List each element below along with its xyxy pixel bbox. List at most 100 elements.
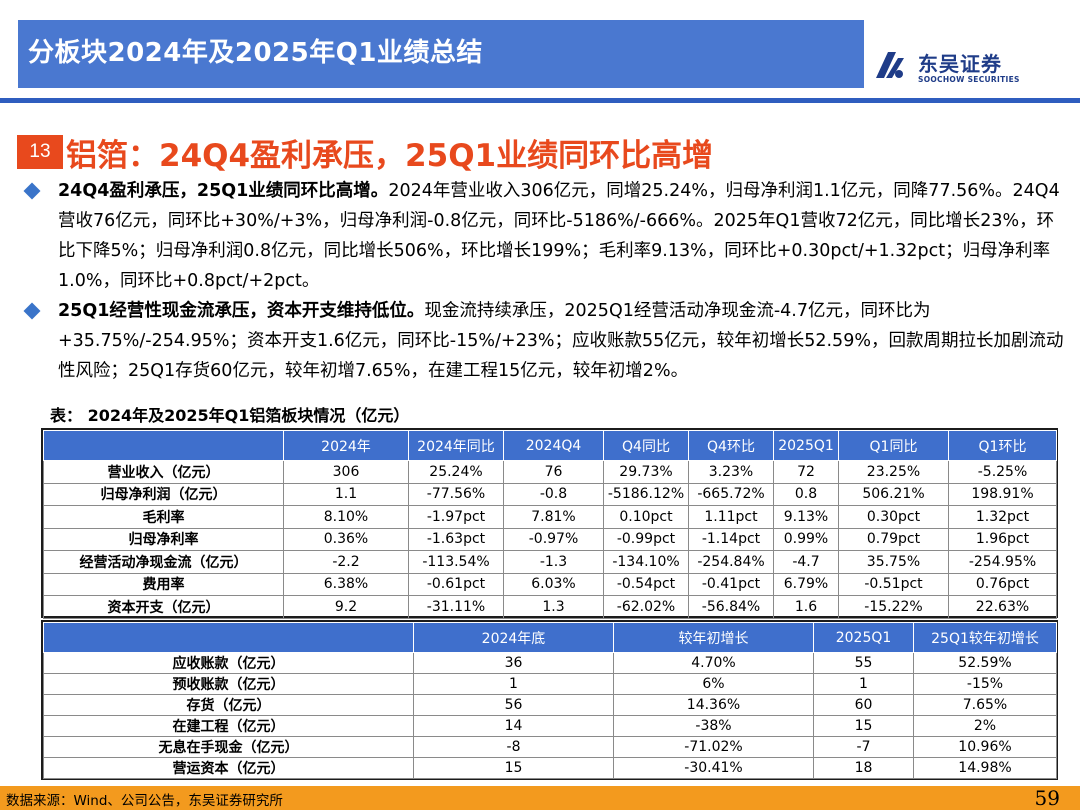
- table-cell: 6%: [613, 673, 814, 695]
- table2-row: 预收账款（亿元） 1 6% 1 -15%: [43, 673, 1057, 695]
- table-cell: -254.84%: [688, 550, 774, 574]
- table1-header-row: 2024年 2024年同比 2024Q4 Q4同比 Q4环比 2025Q1 Q1…: [43, 430, 1057, 461]
- table-cell: 0.36%: [283, 527, 409, 551]
- table2-row: 应收账款（亿元） 36 4.70% 55 52.59%: [43, 652, 1057, 674]
- table1-row: 资本开支（亿元） 9.2 -31.11% 1.3 -62.02% -56.84% 1.6 -1…: [43, 595, 1057, 619]
- table-cell: 6.79%: [773, 572, 839, 596]
- table-cell: 15: [413, 757, 614, 779]
- table-cell: 52.59%: [913, 652, 1057, 674]
- table-cell: 9.13%: [773, 505, 839, 529]
- table-cell: 76: [503, 460, 604, 484]
- table1-row: 营业收入（亿元） 306 25.24% 76 29.73% 3.23% 72 23.25% -5…: [43, 460, 1057, 484]
- table2-header-cell: [43, 622, 414, 653]
- page-title: 分板块2024年及2025年Q1业绩总结: [28, 38, 483, 68]
- table-cell: 2%: [913, 715, 1057, 737]
- table-cell: -1.14pct: [688, 527, 774, 551]
- table-cell: 0.76pct: [948, 572, 1057, 596]
- table1-header-cell: 2025Q1: [773, 430, 839, 461]
- balance-table: 2024年底 较年初增长 2025Q1 25Q1较年初增长 应收账款（亿元） 36…: [43, 622, 1057, 779]
- table2-row: 存货（亿元） 56 14.36% 60 7.65%: [43, 694, 1057, 716]
- table2-row: 营运资本（亿元） 15 -30.41% 18 14.98%: [43, 757, 1057, 779]
- table-cell: -5186.12%: [603, 482, 689, 506]
- table-cell: 23.25%: [838, 460, 949, 484]
- row-label-cell: 归母净利润（亿元）: [43, 482, 284, 506]
- table-cell: 1.32pct: [948, 505, 1057, 529]
- table-cell: -665.72%: [688, 482, 774, 506]
- table1-row: 经营活动净现金流（亿元） -2.2 -113.54% -1.3 -134.10% -254…: [43, 550, 1057, 574]
- table-cell: 6.03%: [503, 572, 604, 596]
- table-cell: 1: [813, 673, 914, 695]
- table-cell: -0.61pct: [408, 572, 504, 596]
- table-cell: -1.63pct: [408, 527, 504, 551]
- table-cell: 36: [413, 652, 614, 674]
- table1-header-cell: [43, 430, 284, 461]
- table-cell: -77.56%: [408, 482, 504, 506]
- table-cell: -8: [413, 736, 614, 758]
- table2-row: 在建工程（亿元） 14 -38% 15 2%: [43, 715, 1057, 737]
- table-cell: -7: [813, 736, 914, 758]
- table2-header-cell: 2025Q1: [813, 622, 914, 653]
- bullet-1-body: 2024年营业收入306亿元，同增25.24%，归母净利润1.1亿元，同降77.…: [58, 181, 1060, 291]
- table-cell: 15: [813, 715, 914, 737]
- table-cell: 0.99%: [773, 527, 839, 551]
- bullet-2-lead: 25Q1经营性现金流承压，资本开支维持低位。: [58, 301, 425, 321]
- row-label-cell: 营业收入（亿元）: [43, 460, 284, 484]
- table1-header-cell: 2024Q4: [503, 430, 604, 461]
- row-label-cell: 资本开支（亿元）: [43, 595, 284, 619]
- table-cell: 1.11pct: [688, 505, 774, 529]
- row-label-cell: 预收账款（亿元）: [43, 673, 414, 695]
- table-cell: 35.75%: [838, 550, 949, 574]
- bullet-paragraph-1: 24Q4盈利承压，25Q1业绩同环比高增。2024年营业收入306亿元，同增25…: [58, 176, 1068, 296]
- table1-header-cell: 2024年: [283, 430, 409, 461]
- table-cell: 1.3: [503, 595, 604, 619]
- header-divider: [0, 98, 1080, 103]
- table-cell: 14.36%: [613, 694, 814, 716]
- section-title: 铝箔：24Q4盈利承压，25Q1业绩同环比高增: [66, 138, 714, 174]
- table-cell: 0.10pct: [603, 505, 689, 529]
- table-cell: -0.8: [503, 482, 604, 506]
- row-label-cell: 在建工程（亿元）: [43, 715, 414, 737]
- bullet-2-body: 现金流持续承压，2025Q1经营活动净现金流-4.7亿元，同环比为+35.75%…: [58, 301, 1064, 381]
- table-cell: 7.65%: [913, 694, 1057, 716]
- table-cell: -4.7: [773, 550, 839, 574]
- row-label-cell: 费用率: [43, 572, 284, 596]
- table-cell: 4.70%: [613, 652, 814, 674]
- table-cell: -134.10%: [603, 550, 689, 574]
- table-cell: 18: [813, 757, 914, 779]
- table-cell: -0.99pct: [603, 527, 689, 551]
- row-label-cell: 毛利率: [43, 505, 284, 529]
- table-cell: 198.91%: [948, 482, 1057, 506]
- table1-header-cell: Q1同比: [838, 430, 949, 461]
- table-cell: 306: [283, 460, 409, 484]
- table-cell: 0.8: [773, 482, 839, 506]
- table-cell: 25.24%: [408, 460, 504, 484]
- table1-header-cell: Q1环比: [948, 430, 1057, 461]
- table-cell: -71.02%: [613, 736, 814, 758]
- table2-row: 无息在手现金（亿元） -8 -71.02% -7 10.96%: [43, 736, 1057, 758]
- table-cell: 14.98%: [913, 757, 1057, 779]
- table-cell: 55: [813, 652, 914, 674]
- row-label-cell: 无息在手现金（亿元）: [43, 736, 414, 758]
- table-cell: 10.96%: [913, 736, 1057, 758]
- table-cell: -15%: [913, 673, 1057, 695]
- table-cell: 9.2: [283, 595, 409, 619]
- row-label-cell: 应收账款（亿元）: [43, 652, 414, 674]
- table1-row: 归母净利润（亿元） 1.1 -77.56% -0.8 -5186.12% -665.72%…: [43, 482, 1057, 506]
- table1-row: 费用率 6.38% -0.61pct 6.03% -0.54pct -0.41pct 6.7…: [43, 572, 1057, 596]
- table-cell: -254.95%: [948, 550, 1057, 574]
- bullet-diamond-icon: [23, 182, 41, 200]
- table-cell: -113.54%: [408, 550, 504, 574]
- footer-bar: [0, 786, 1080, 810]
- table-cell: -0.97%: [503, 527, 604, 551]
- table-cell: 0.79pct: [838, 527, 949, 551]
- table-cell: -31.11%: [408, 595, 504, 619]
- table-cell: 56: [413, 694, 614, 716]
- table-cell: 1.1: [283, 482, 409, 506]
- table1-row: 归母净利率 0.36% -1.63pct -0.97% -0.99pct -1.14pct…: [43, 527, 1057, 551]
- soochow-logo-icon: [874, 50, 906, 82]
- bullet-1-lead: 24Q4盈利承压，25Q1业绩同环比高增。: [58, 181, 389, 201]
- row-label-cell: 归母净利率: [43, 527, 284, 551]
- row-label-cell: 营运资本（亿元）: [43, 757, 414, 779]
- row-label-cell: 存货（亿元）: [43, 694, 414, 716]
- table-cell: -1.3: [503, 550, 604, 574]
